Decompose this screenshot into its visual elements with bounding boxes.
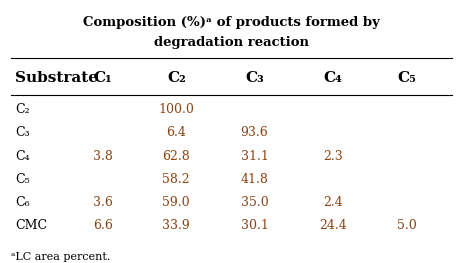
Text: C₄: C₄ — [323, 71, 342, 85]
Text: Substrate: Substrate — [15, 71, 98, 85]
Text: 31.1: 31.1 — [241, 149, 269, 163]
Text: 6.6: 6.6 — [93, 219, 113, 232]
Text: 6.4: 6.4 — [166, 126, 186, 139]
Text: Composition (%)ᵃ of products formed by: Composition (%)ᵃ of products formed by — [83, 16, 380, 29]
Text: 59.0: 59.0 — [163, 196, 190, 209]
Text: 24.4: 24.4 — [319, 219, 347, 232]
Text: C₂: C₂ — [15, 103, 30, 116]
Text: 100.0: 100.0 — [158, 103, 194, 116]
Text: 30.1: 30.1 — [241, 219, 269, 232]
Text: 2.4: 2.4 — [323, 196, 343, 209]
Text: C₅: C₅ — [397, 71, 416, 85]
Text: C₃: C₃ — [245, 71, 264, 85]
Text: CMC: CMC — [15, 219, 47, 232]
Text: C₂: C₂ — [167, 71, 186, 85]
Text: degradation reaction: degradation reaction — [154, 36, 309, 49]
Text: ᵃLC area percent.: ᵃLC area percent. — [11, 251, 110, 261]
Text: 2.3: 2.3 — [323, 149, 343, 163]
Text: 35.0: 35.0 — [241, 196, 269, 209]
Text: C₆: C₆ — [15, 196, 30, 209]
Text: 33.9: 33.9 — [163, 219, 190, 232]
Text: 93.6: 93.6 — [241, 126, 269, 139]
Text: 3.6: 3.6 — [93, 196, 113, 209]
Text: 5.0: 5.0 — [396, 219, 416, 232]
Text: C₄: C₄ — [15, 149, 30, 163]
Text: 58.2: 58.2 — [163, 173, 190, 186]
Text: C₁: C₁ — [93, 71, 112, 85]
Text: C₅: C₅ — [15, 173, 30, 186]
Text: 62.8: 62.8 — [163, 149, 190, 163]
Text: 41.8: 41.8 — [241, 173, 269, 186]
Text: C₃: C₃ — [15, 126, 30, 139]
Text: 3.8: 3.8 — [93, 149, 113, 163]
